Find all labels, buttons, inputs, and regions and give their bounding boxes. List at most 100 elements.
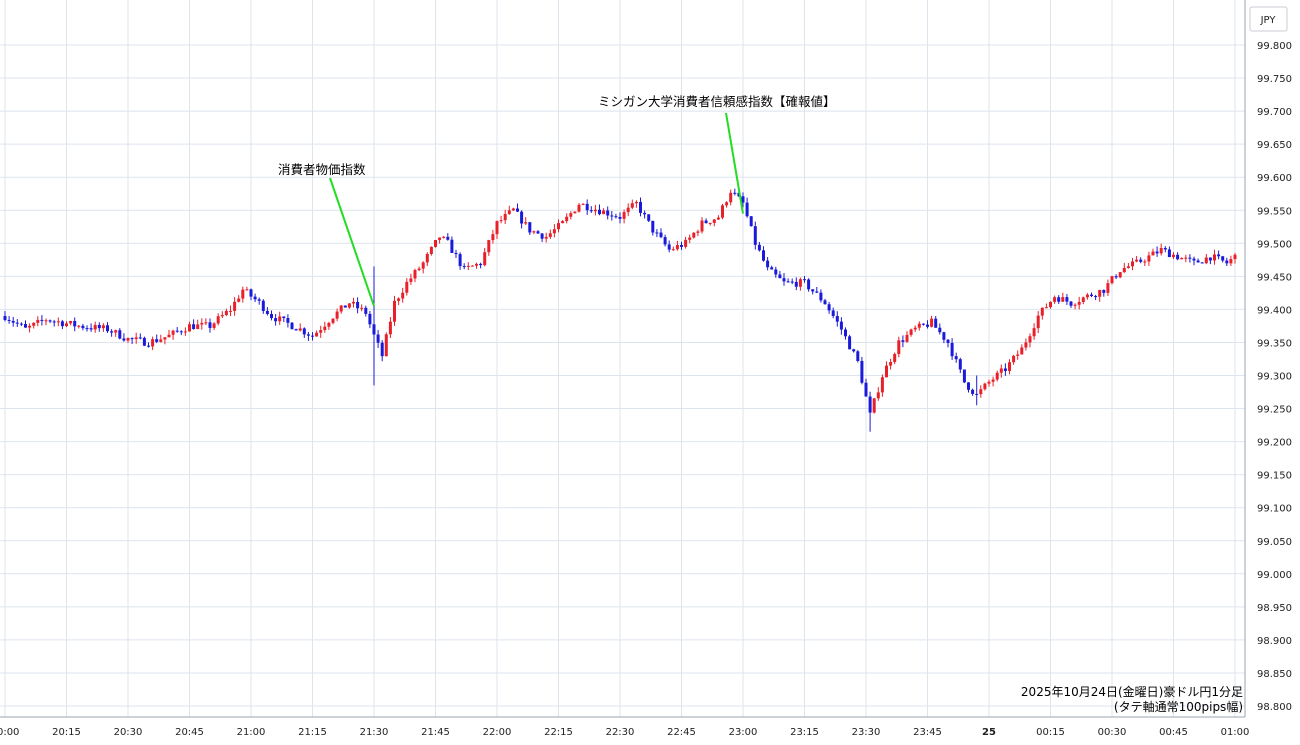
candle-body-up (188, 324, 191, 332)
candle-body-down (1065, 297, 1069, 302)
candle-body-up (233, 301, 237, 311)
candle-body-up (552, 229, 556, 234)
caption-line-1: 2025年10月24日(金曜日)豪ドル円1分足 (1021, 684, 1243, 699)
candle-body-up (347, 303, 351, 308)
time-tick-label: 20:15 (52, 727, 81, 738)
candle-body-down (1192, 258, 1196, 261)
candle-body-up (872, 398, 876, 413)
candle-body-up (1122, 268, 1126, 273)
candle-body-down (741, 196, 745, 203)
candle-body-down (770, 267, 774, 270)
candle-body-up (1085, 294, 1089, 298)
candle-body-up (889, 362, 893, 366)
time-tick-label: 21:15 (298, 727, 327, 738)
candle-body-down (794, 281, 798, 287)
candle-body-up (32, 322, 36, 326)
candle-body-down (175, 330, 179, 332)
candle-body-up (1036, 315, 1040, 329)
candle-body-down (89, 328, 93, 330)
candle-body-up (1020, 347, 1024, 355)
candle-body-up (425, 253, 429, 263)
currency-badge: JPY (1249, 6, 1288, 32)
candle-body-up (397, 298, 401, 301)
candle-body-up (499, 220, 503, 222)
candle-body-down (7, 319, 11, 321)
candle-body-down (454, 252, 458, 255)
candle-body-down (950, 342, 954, 357)
candle-body-up (1143, 261, 1147, 263)
candle-body-up (1106, 283, 1110, 293)
candle-body-up (114, 330, 118, 333)
candle-body-down (106, 325, 109, 332)
candle-body-down (376, 334, 380, 343)
candle-body-down (192, 324, 196, 330)
candle-body-down (138, 337, 142, 339)
time-tick-label: 23:00 (729, 727, 758, 738)
candle-body-up (69, 321, 73, 324)
candle-body-down (946, 339, 950, 343)
candle-body-down (380, 342, 384, 357)
candle-body-up (77, 325, 81, 327)
candle-body-up (204, 322, 208, 324)
candle-body-down (142, 337, 146, 346)
candle-body-down (901, 340, 905, 342)
candle-body-down (926, 324, 929, 327)
time-tick-label: 20:45 (175, 727, 204, 738)
candle-body-down (1176, 254, 1180, 260)
candle-body-up (1110, 276, 1114, 284)
candle-body-up (237, 298, 241, 302)
candle-body-up (331, 318, 335, 323)
candle-body-up (708, 222, 712, 224)
candle-body-down (1188, 257, 1192, 259)
candle-body-down (516, 208, 519, 212)
candle-body-down (860, 360, 864, 383)
candle-body-up (229, 310, 232, 312)
candle-body-down (942, 332, 946, 340)
candle-body-up (1180, 257, 1184, 260)
candle-body-up (885, 365, 888, 378)
price-tick-label: 99.650 (1257, 140, 1292, 151)
candle-body-up (245, 289, 249, 291)
candle-body-up (532, 231, 536, 233)
candle-body-down (446, 236, 450, 240)
time-tick-label: 21:00 (237, 727, 266, 738)
candle-body-up (999, 368, 1003, 373)
candle-body-up (577, 204, 581, 212)
candle-body-up (684, 239, 688, 247)
candle-body-up (880, 377, 884, 393)
candle-body-up (913, 327, 917, 330)
candle-body-down (921, 323, 925, 325)
candle-body-down (97, 324, 101, 329)
candle-body-down (19, 323, 23, 325)
price-tick-label: 98.800 (1257, 702, 1292, 713)
time-tick-label: 00:30 (1098, 727, 1127, 738)
candle-body-down (610, 215, 614, 217)
candle-body-up (65, 323, 68, 327)
candle-body-down (48, 320, 52, 322)
price-axis: 99.800 99.750 99.700 99.650 99.600 99.550 99.5… (1257, 41, 1292, 713)
candle-body-up (675, 244, 679, 250)
price-tick-label: 99.250 (1257, 405, 1292, 416)
candle-body-up (134, 337, 138, 340)
time-tick-label: 25 (982, 727, 996, 738)
candle-body-down (306, 334, 310, 336)
candle-body-down (680, 244, 683, 247)
candle-body-down (261, 300, 265, 311)
candle-body-up (475, 263, 478, 266)
candle-body-down (606, 210, 610, 216)
candle-body-down (1114, 276, 1118, 278)
candle-body-down (762, 250, 765, 261)
candle-body-down (1163, 248, 1167, 250)
candle-body-down (179, 331, 183, 333)
candle-body-up (401, 292, 405, 299)
price-tick-label: 99.400 (1257, 305, 1292, 316)
price-tick-label: 99.800 (1257, 41, 1292, 52)
time-tick-label: 23:15 (790, 727, 819, 738)
time-tick-label: 21:30 (360, 727, 389, 738)
candle-body-up (983, 383, 987, 390)
candle-body-down (938, 327, 942, 333)
currency-label: JPY (1260, 15, 1277, 26)
candle-body-up (1040, 307, 1044, 316)
candle-body-up (1061, 297, 1065, 302)
candle-body-up (917, 323, 921, 328)
